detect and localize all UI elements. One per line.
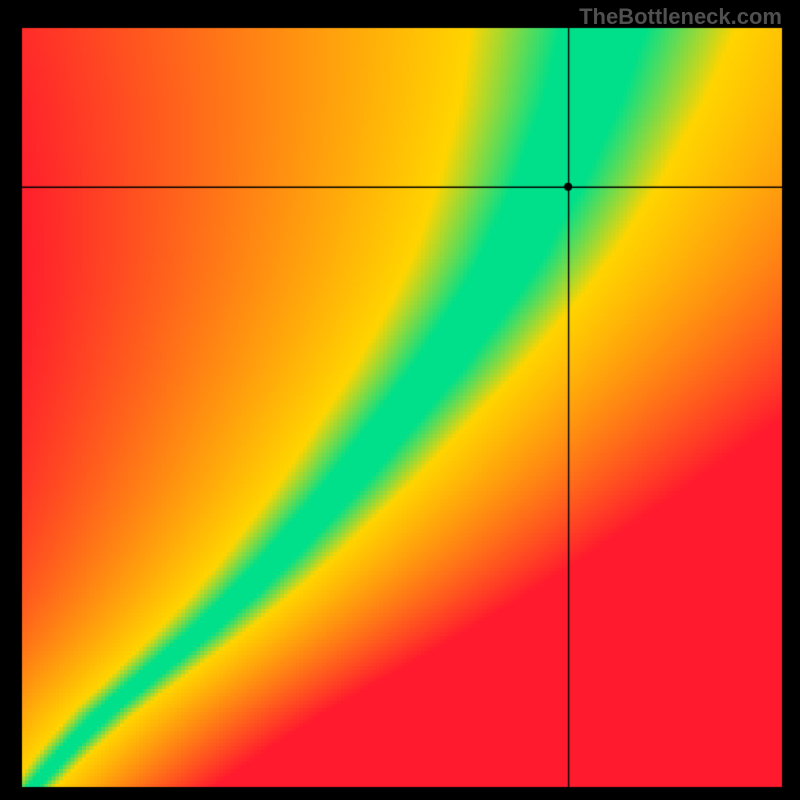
- watermark-text: TheBottleneck.com: [579, 4, 782, 30]
- heatmap-plot: [21, 27, 783, 788]
- crosshair-overlay: [21, 27, 783, 788]
